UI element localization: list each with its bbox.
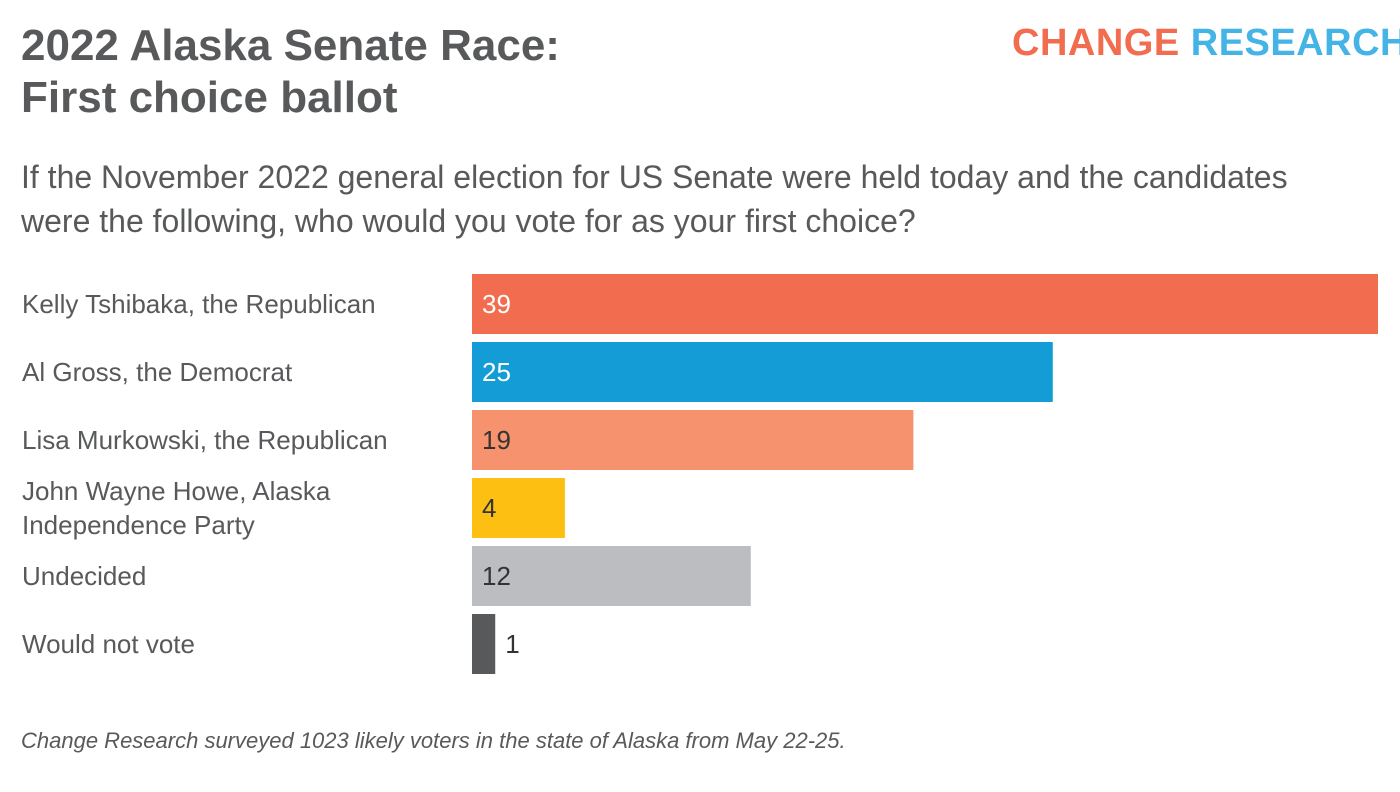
chart-title-line-2: First choice ballot <box>21 73 398 122</box>
chart-title-line-1: 2022 Alaska Senate Race: <box>21 21 560 70</box>
category-label-5-line-0: Would not vote <box>22 629 195 659</box>
footnote: Change Research surveyed 1023 likely vot… <box>21 728 846 753</box>
value-label-3: 4 <box>482 493 496 523</box>
category-label-4: Undecided <box>22 561 146 591</box>
category-label-3: John Wayne Howe, Alaska Independence Part… <box>22 476 331 540</box>
bar-4 <box>472 546 751 606</box>
value-label-1: 25 <box>482 357 511 387</box>
category-label-2-line-0: Lisa Murkowski, the Republican <box>22 425 388 455</box>
bar-1 <box>472 342 1053 402</box>
category-label-0-line-0: Kelly Tshibaka, the Republican <box>22 289 376 319</box>
value-label-5: 1 <box>505 629 519 659</box>
category-label-2: Lisa Murkowski, the Republican <box>22 425 388 455</box>
bar-5 <box>472 614 496 674</box>
logo-word-research: RESEARCH <box>1190 22 1400 64</box>
bar-0 <box>472 274 1378 334</box>
logo-word-change: CHANGE <box>1012 22 1180 64</box>
category-label-1-line-0: Al Gross, the Democrat <box>22 357 293 387</box>
change-research-logo: CHANGE RESEARCHTM <box>1012 22 1400 65</box>
category-label-1: Al Gross, the Democrat <box>22 357 293 387</box>
category-label-5: Would not vote <box>22 629 195 659</box>
value-label-4: 12 <box>482 561 511 591</box>
chart-title: 2022 Alaska Senate Race: First choice ba… <box>21 20 560 124</box>
category-label-4-line-0: Undecided <box>22 561 146 591</box>
value-label-2: 19 <box>482 425 511 455</box>
bar-3 <box>472 478 565 538</box>
category-label-3-line-1: Independence Party <box>22 510 255 540</box>
category-label-0: Kelly Tshibaka, the Republican <box>22 289 376 319</box>
value-label-0: 39 <box>482 289 511 319</box>
bar-2 <box>472 410 914 470</box>
category-label-3-line-0: John Wayne Howe, Alaska <box>22 476 331 506</box>
chart-subtitle: If the November 2022 general election fo… <box>21 159 1288 239</box>
